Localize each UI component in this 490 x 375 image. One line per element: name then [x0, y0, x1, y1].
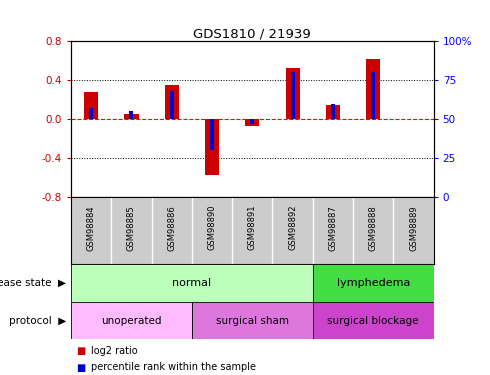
Bar	[165, 85, 179, 119]
Bar	[210, 119, 214, 150]
Bar	[371, 72, 375, 119]
Text: GSM98887: GSM98887	[328, 205, 338, 251]
Bar	[170, 91, 174, 119]
Text: surgical sham: surgical sham	[216, 316, 289, 326]
Bar	[89, 108, 93, 119]
Text: disease state  ▶: disease state ▶	[0, 278, 66, 288]
Text: GSM98890: GSM98890	[208, 205, 217, 251]
Text: GSM98884: GSM98884	[87, 205, 96, 251]
Bar	[366, 59, 380, 119]
FancyBboxPatch shape	[192, 302, 313, 339]
Text: log2 ratio: log2 ratio	[91, 346, 137, 355]
Bar	[250, 119, 254, 124]
FancyBboxPatch shape	[313, 264, 434, 302]
Text: ■: ■	[76, 363, 85, 372]
Bar	[205, 119, 219, 174]
FancyBboxPatch shape	[71, 264, 313, 302]
Bar	[291, 72, 294, 119]
Bar	[129, 111, 133, 119]
Text: GSM98891: GSM98891	[248, 205, 257, 251]
Text: GSM98888: GSM98888	[368, 205, 378, 251]
Text: normal: normal	[172, 278, 212, 288]
Bar	[331, 104, 335, 119]
Text: percentile rank within the sample: percentile rank within the sample	[91, 363, 256, 372]
Bar	[124, 114, 139, 119]
Bar	[245, 119, 259, 126]
Text: GSM98889: GSM98889	[409, 205, 418, 251]
Text: GSM98885: GSM98885	[127, 205, 136, 251]
Bar	[84, 92, 98, 119]
Text: ■: ■	[76, 346, 85, 355]
Text: GSM98886: GSM98886	[167, 205, 176, 251]
Text: unoperated: unoperated	[101, 316, 162, 326]
Text: GSM98892: GSM98892	[288, 205, 297, 251]
FancyBboxPatch shape	[313, 302, 434, 339]
Bar	[326, 105, 340, 119]
Text: lymphedema: lymphedema	[337, 278, 410, 288]
Title: GDS1810 / 21939: GDS1810 / 21939	[194, 27, 311, 40]
Text: surgical blockage: surgical blockage	[327, 316, 419, 326]
Text: protocol  ▶: protocol ▶	[9, 316, 66, 326]
FancyBboxPatch shape	[71, 302, 192, 339]
Bar	[286, 69, 300, 119]
